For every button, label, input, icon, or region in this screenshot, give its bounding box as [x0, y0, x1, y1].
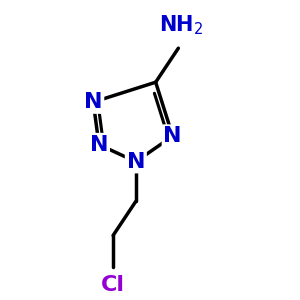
Text: N: N	[84, 92, 103, 112]
Text: N: N	[127, 152, 145, 172]
Text: Cl: Cl	[101, 275, 125, 295]
Text: N: N	[90, 135, 108, 155]
Text: NH$_2$: NH$_2$	[159, 13, 203, 37]
Text: N: N	[164, 126, 182, 146]
